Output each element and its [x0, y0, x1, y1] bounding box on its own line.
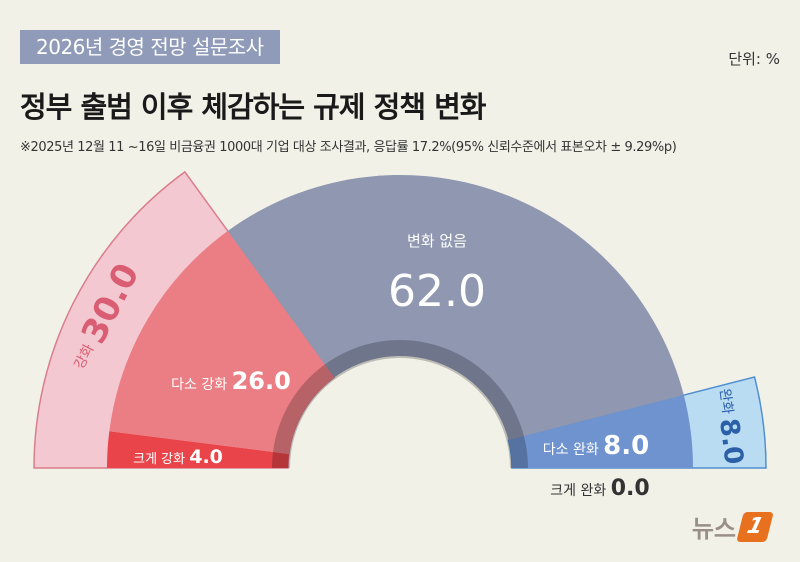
logo-text: 뉴스 — [691, 515, 736, 543]
segment-text-greatly-ease: 크게 완화 0.0 — [550, 476, 649, 501]
news1-logo: 뉴스 1 — [691, 509, 774, 544]
segment-text-greatly-ease-label: 크게 완화 — [550, 483, 610, 499]
group-label-ease: 완화 — [716, 388, 736, 420]
segment-value-no-change: 62.0 — [388, 266, 486, 317]
ring-segment-2 — [324, 340, 524, 441]
ring-segment-0 — [272, 451, 291, 468]
segment-2 — [227, 174, 684, 441]
segment-text-somewhat-strengthen: 다소 강화 26.0 — [171, 367, 291, 395]
segment-text-greatly-strengthen-label: 크게 강화 — [133, 452, 189, 467]
ring-segment-1 — [273, 364, 336, 455]
chart-title: 정부 출범 이후 체감하는 규제 정책 변화 — [20, 90, 486, 124]
segment-text-somewhat-strengthen-value: 26.0 — [232, 367, 291, 395]
survey-tag: 2026년 경영 전망 설문조사 — [20, 30, 280, 64]
segment-text-somewhat-ease-label: 다소 완화 — [543, 442, 603, 458]
survey-note: ※2025년 12월 11 ~16일 비금융권 1000대 기업 대상 조사결과… — [20, 140, 677, 155]
unit-label: 단위: % — [728, 50, 780, 68]
segment-label-no-change: 변화 없음 — [407, 232, 467, 250]
segment-text-greatly-ease-value: 0.0 — [611, 476, 650, 501]
segment-text-somewhat-strengthen-label: 다소 강화 — [171, 377, 231, 393]
segment-text-somewhat-ease: 다소 완화 8.0 — [543, 431, 649, 461]
group-value-ease: 8.0 — [714, 417, 750, 466]
segment-1 — [109, 230, 335, 454]
segment-text-greatly-strengthen-value: 4.0 — [189, 446, 223, 468]
logo-badge: 1 — [736, 511, 774, 542]
group-text-ease: 완화 8.0 — [710, 387, 749, 466]
ring-segment-3 — [506, 436, 528, 468]
segment-0 — [107, 431, 289, 468]
segment-text-greatly-strengthen: 크게 강화 4.0 — [133, 446, 223, 468]
segment-text-somewhat-ease-value: 8.0 — [603, 431, 649, 461]
segment-3 — [508, 395, 693, 468]
